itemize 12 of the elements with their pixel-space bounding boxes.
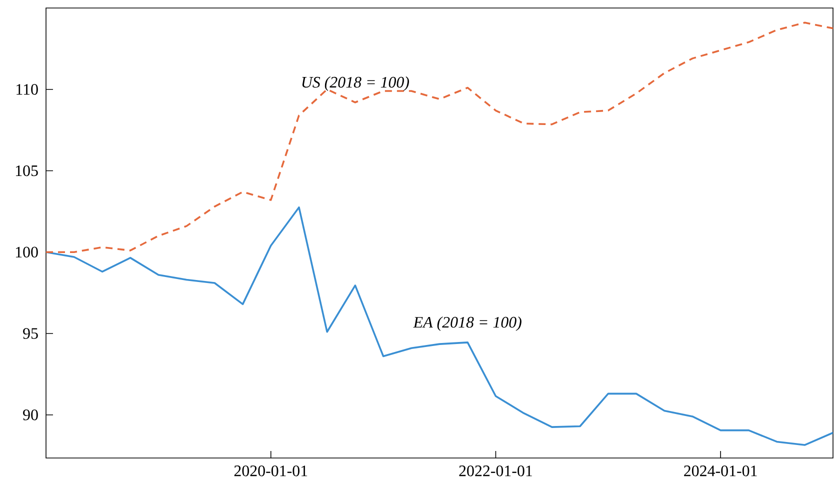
- x-tick-label: 2020-01-01: [234, 466, 308, 476]
- y-tick-label: 90: [23, 409, 38, 420]
- line-series: [46, 22, 834, 254]
- y-tick-label: 95: [23, 328, 38, 339]
- x-tick-label: 2024-01-01: [684, 466, 757, 476]
- x-tick-label: 2022-01-01: [459, 466, 532, 476]
- y-tick-label: 110: [16, 84, 38, 95]
- line-series: [46, 206, 834, 446]
- series-label: US (2018 = 100): [302, 76, 409, 91]
- y-tick-label: 100: [16, 246, 38, 258]
- series-label: EA (2018 = 100): [413, 316, 522, 331]
- y-tick-label: 105: [16, 165, 38, 176]
